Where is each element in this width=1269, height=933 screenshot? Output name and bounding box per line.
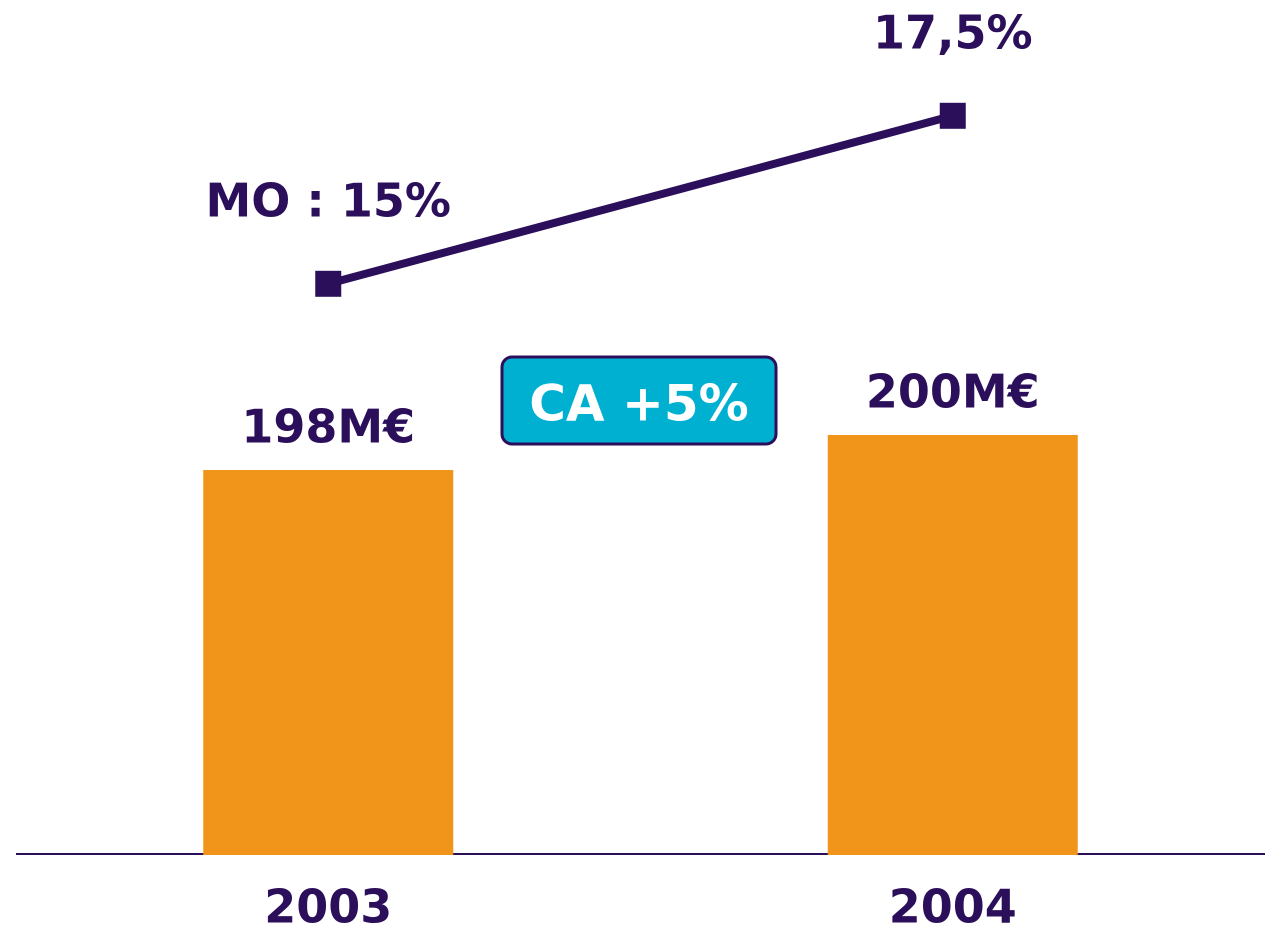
data-label: 198M€: [241, 400, 415, 454]
bar: [827, 435, 1078, 855]
marker: [315, 270, 342, 297]
data-label: MO : 15%: [206, 173, 451, 227]
data-label: 200M€: [866, 365, 1040, 419]
x-tick-label: 2003: [264, 880, 392, 933]
bar: [203, 470, 454, 855]
annotation: CA +5%: [529, 375, 749, 433]
marker: [939, 102, 966, 129]
line: [327, 111, 954, 288]
x-tick-label: 2004: [889, 880, 1017, 933]
annotation-box: [500, 355, 778, 446]
data-label: 17,5%: [873, 5, 1033, 59]
